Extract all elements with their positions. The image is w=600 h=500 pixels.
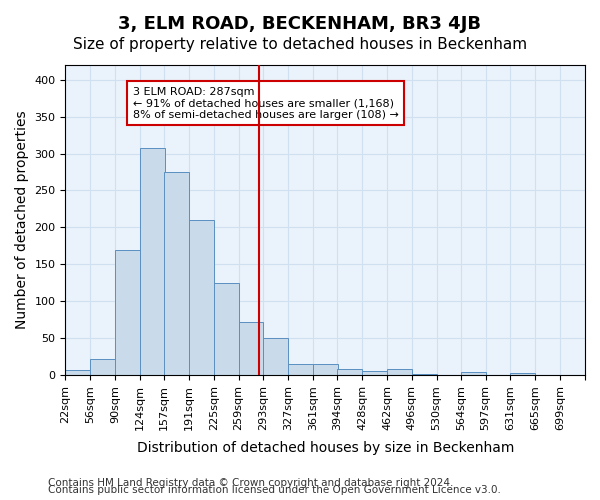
Bar	[164, 172, 189, 375]
Bar	[412, 374, 437, 375]
Bar	[511, 373, 535, 375]
Bar	[461, 372, 487, 375]
Text: Size of property relative to detached houses in Beckenham: Size of property relative to detached ho…	[73, 38, 527, 52]
Bar	[387, 369, 412, 375]
Text: 3 ELM ROAD: 287sqm
← 91% of detached houses are smaller (1,168)
8% of semi-detac: 3 ELM ROAD: 287sqm ← 91% of detached hou…	[133, 86, 399, 120]
Bar	[214, 283, 239, 375]
Bar	[313, 364, 338, 375]
Bar	[90, 359, 115, 375]
Bar	[362, 372, 387, 375]
Bar	[337, 369, 362, 375]
Text: 3, ELM ROAD, BECKENHAM, BR3 4JB: 3, ELM ROAD, BECKENHAM, BR3 4JB	[119, 15, 482, 33]
Bar	[115, 250, 140, 375]
Bar	[189, 220, 214, 375]
Bar	[65, 370, 90, 375]
Bar	[288, 364, 313, 375]
Y-axis label: Number of detached properties: Number of detached properties	[15, 110, 29, 330]
Text: Contains public sector information licensed under the Open Government Licence v3: Contains public sector information licen…	[48, 485, 501, 495]
X-axis label: Distribution of detached houses by size in Beckenham: Distribution of detached houses by size …	[137, 441, 514, 455]
Text: Contains HM Land Registry data © Crown copyright and database right 2024.: Contains HM Land Registry data © Crown c…	[48, 478, 454, 488]
Bar	[263, 338, 288, 375]
Bar	[239, 322, 263, 375]
Bar	[140, 148, 165, 375]
